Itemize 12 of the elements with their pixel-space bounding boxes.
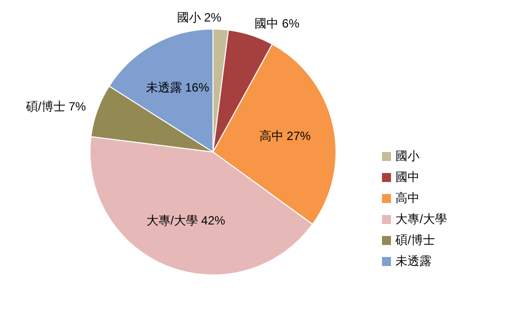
data-label: 高中 27% — [259, 128, 312, 143]
legend-label: 國中 — [396, 169, 420, 186]
data-label: 國中 6% — [254, 16, 300, 31]
legend-label: 國小 — [396, 148, 420, 165]
legend-label: 大專/大學 — [396, 211, 447, 228]
data-label: 國小 2% — [176, 10, 222, 24]
data-label: 碩/博士 7% — [24, 99, 86, 114]
data-label: 未透露 16% — [146, 80, 210, 94]
data-label: 大專/大學 42% — [146, 214, 226, 228]
legend-label: 碩/博士 — [396, 232, 435, 249]
legend-label: 高中 — [396, 190, 420, 207]
legend-label: 未透露 — [396, 253, 432, 270]
